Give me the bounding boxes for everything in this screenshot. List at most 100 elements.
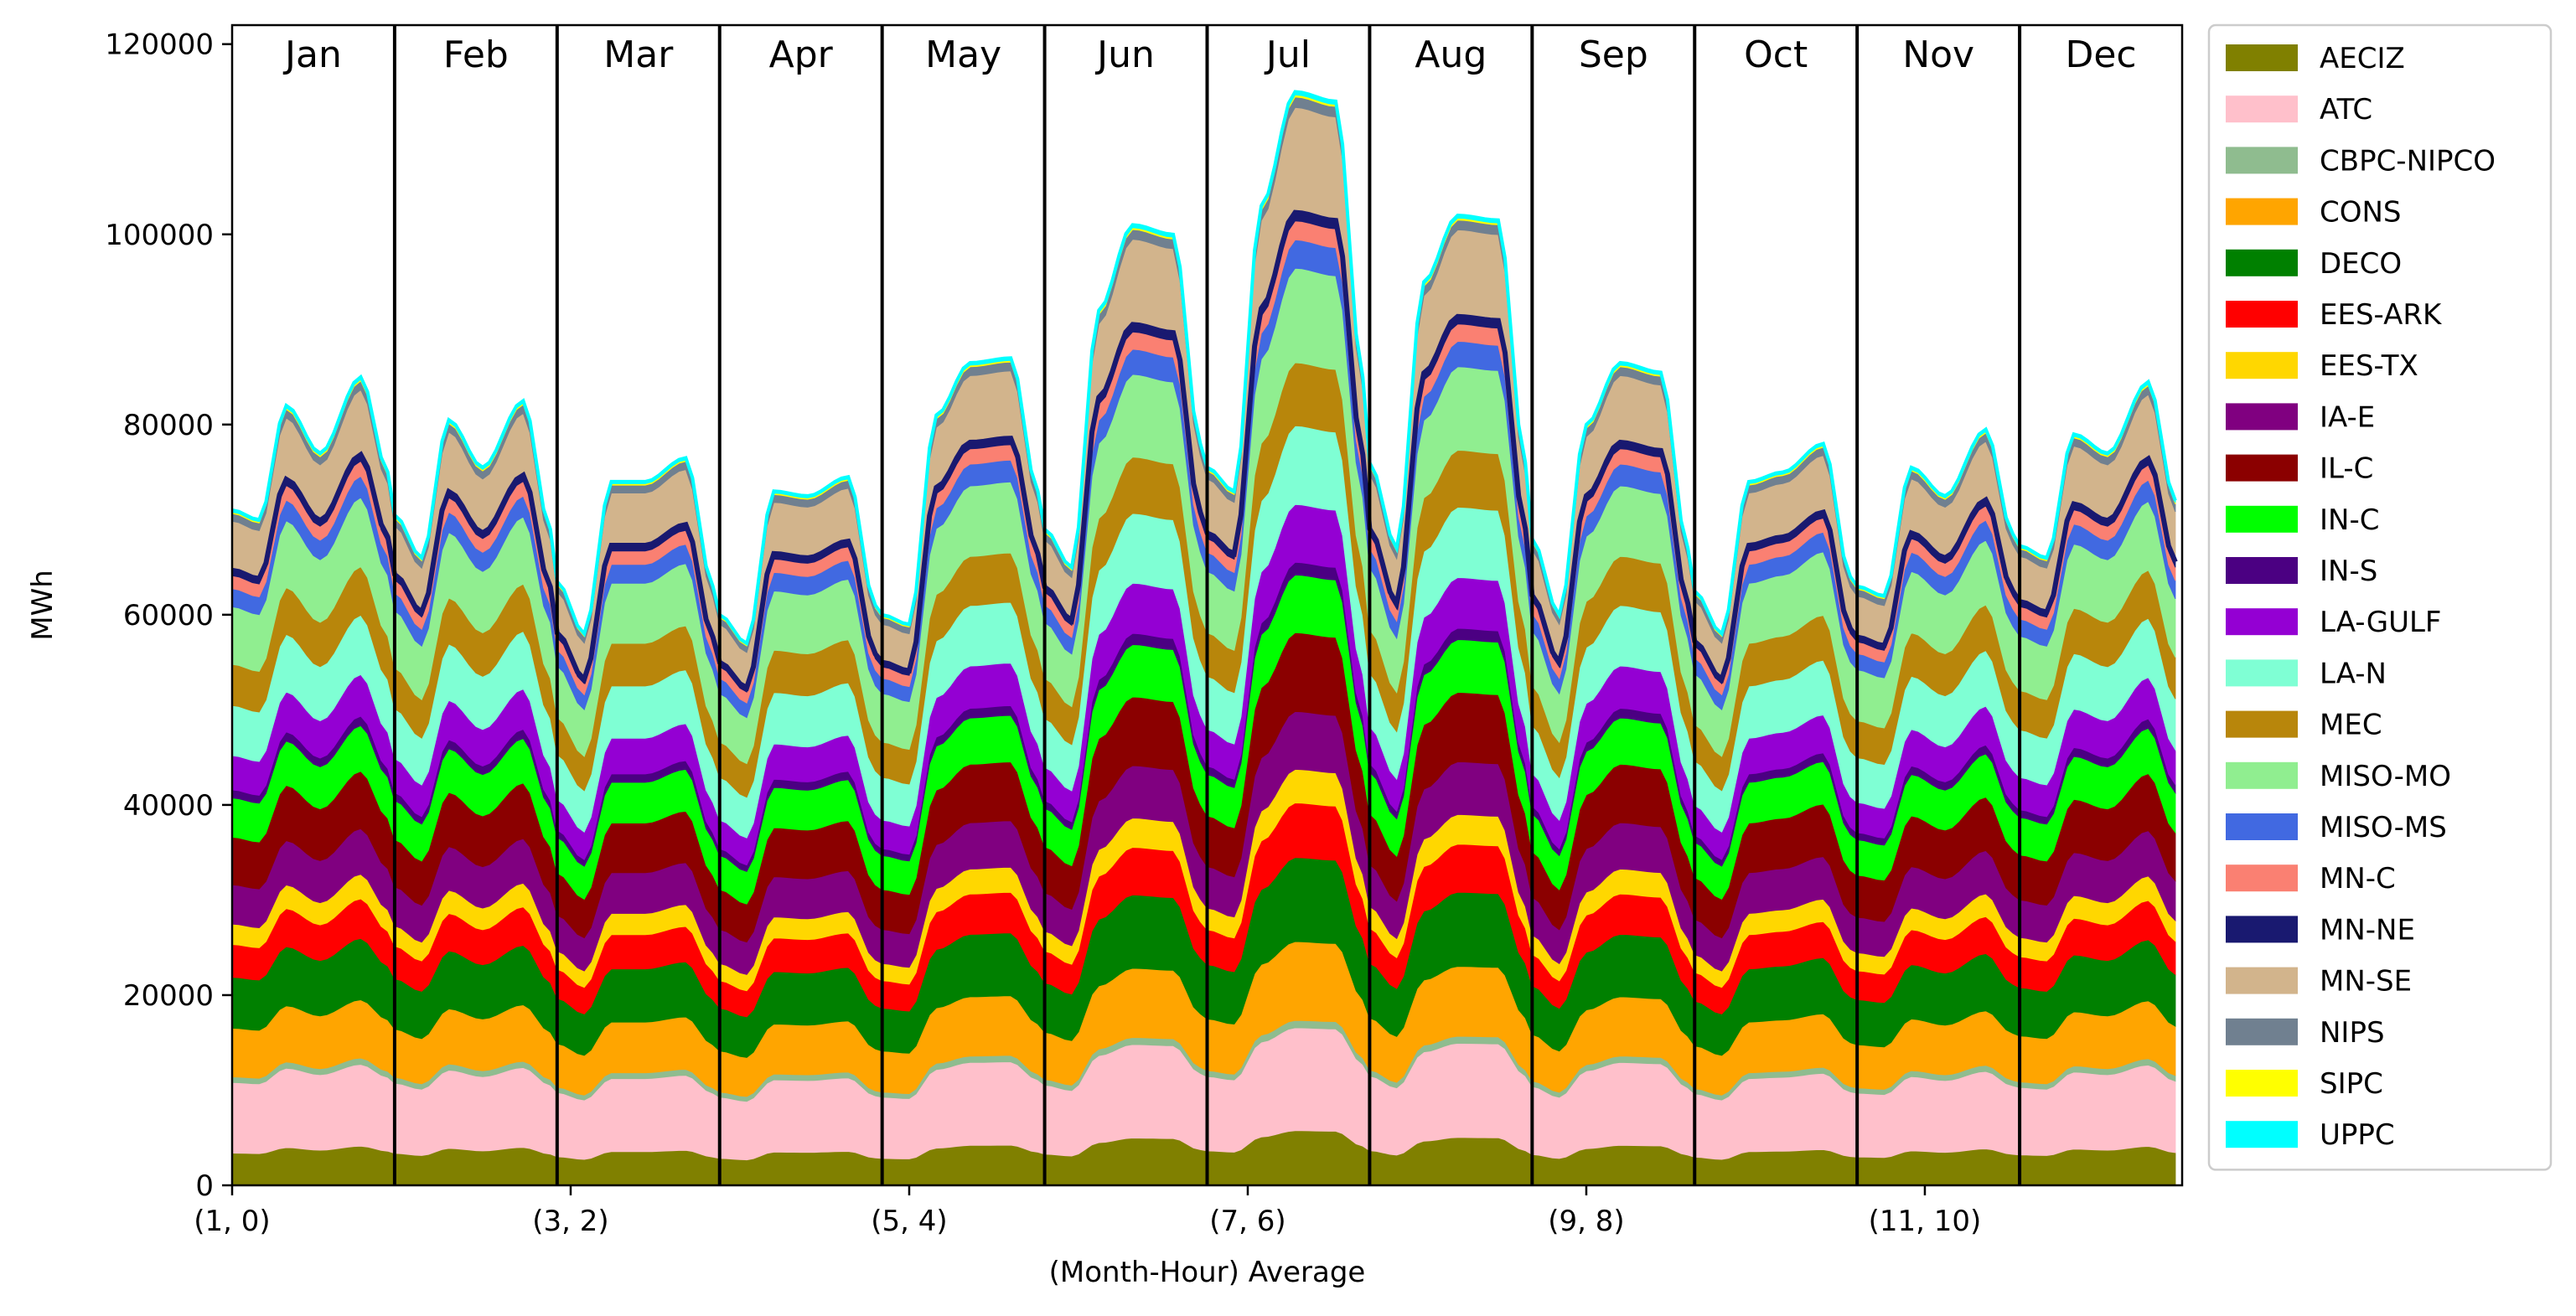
month-label-jan: Jan — [282, 34, 342, 76]
legend-label: LA-N — [2320, 657, 2387, 690]
legend-label: MN-SE — [2320, 965, 2412, 999]
legend-swatch — [2226, 864, 2298, 892]
x-tick-label: (11, 10) — [1869, 1205, 1982, 1238]
legend-label: EES-TX — [2320, 349, 2418, 383]
legend-label: IL-C — [2320, 452, 2373, 486]
y-tick-label: 20000 — [123, 979, 214, 1013]
legend-item-mn-c: MN-C — [2226, 862, 2396, 895]
month-label-may: May — [925, 34, 1001, 76]
legend-label: IN-S — [2320, 555, 2377, 588]
legend: AECIZ ATC CBPC-NIPCO CONS DECO EES-ARK EES-TX I… — [2207, 23, 2553, 1171]
legend-item-miso-ms: MISO-MS — [2226, 811, 2447, 844]
legend-label: IA-E — [2320, 400, 2375, 434]
area-layer — [231, 90, 2178, 1186]
plot-frame — [230, 23, 2184, 1187]
legend-item-in-s: IN-S — [2226, 555, 2377, 588]
legend-swatch — [2226, 403, 2298, 431]
month-label-oct: Oct — [1744, 34, 1808, 76]
month-label-feb: Feb — [443, 34, 509, 76]
legend-item-in-c: IN-C — [2226, 503, 2379, 537]
legend-swatch — [2226, 198, 2298, 225]
legend-label: SIPC — [2320, 1067, 2383, 1101]
month-label-jul: Jul — [1264, 34, 1311, 76]
legend-label: MISO-MO — [2320, 760, 2451, 793]
legend-swatch — [2226, 557, 2298, 584]
legend-item-nips: NIPS — [2226, 1016, 2385, 1050]
legend-swatch — [2226, 1018, 2298, 1045]
legend-swatch — [2226, 95, 2298, 123]
legend-item-mec: MEC — [2226, 709, 2382, 742]
month-label-nov: Nov — [1902, 34, 1974, 76]
legend-swatch — [2226, 147, 2298, 174]
legend-item-ees-ark: EES-ARK — [2226, 298, 2443, 332]
legend-swatch — [2226, 813, 2298, 840]
legend-item-mn-ne: MN-NE — [2226, 913, 2415, 947]
legend-label: NIPS — [2320, 1016, 2385, 1050]
y-tick-label: 60000 — [123, 599, 214, 632]
legend-label: LA-GULF — [2320, 606, 2441, 639]
legend-label: MN-NE — [2320, 913, 2415, 947]
legend-label: EES-ARK — [2320, 298, 2443, 332]
legend-label: AECIZ — [2320, 42, 2405, 75]
legend-swatch — [2226, 659, 2298, 687]
legend-item-uppc: UPPC — [2226, 1118, 2395, 1152]
x-tick-label: (7, 6) — [1209, 1205, 1285, 1238]
legend-swatch — [2226, 710, 2298, 738]
legend-swatch — [2226, 301, 2298, 328]
legend-label: UPPC — [2320, 1118, 2395, 1152]
legend-item-sipc: SIPC — [2226, 1067, 2383, 1101]
legend-swatch — [2226, 505, 2298, 533]
legend-swatch — [2226, 761, 2298, 789]
legend-item-mn-se: MN-SE — [2226, 965, 2412, 999]
legend-item-cbpc-nipco: CBPC-NIPCO — [2226, 144, 2496, 178]
legend-swatch — [2226, 352, 2298, 379]
month-label-mar: Mar — [603, 34, 674, 76]
legend-item-miso-mo: MISO-MO — [2226, 760, 2451, 793]
legend-swatch — [2226, 249, 2298, 276]
legend-item-atc: ATC — [2226, 93, 2372, 126]
legend-label: DECO — [2320, 247, 2402, 281]
y-axis: 0 20000 40000 60000 80000 100000 120000 — [105, 28, 232, 1203]
legend-item-cons: CONS — [2226, 196, 2402, 230]
legend-item-deco: DECO — [2226, 247, 2402, 281]
legend-swatch — [2226, 608, 2298, 636]
month-label-dec: Dec — [2065, 34, 2136, 76]
x-axis: (1, 0) (3, 2) (5, 4) (7, 6) (9, 8) (11, 10) — [194, 1185, 1981, 1238]
month-labels: Jan Feb Mar Apr May Jun Jul Aug Sep Oct Nov Dec — [282, 34, 2137, 76]
y-tick-label: 40000 — [123, 789, 214, 823]
legend-swatch — [2226, 1070, 2298, 1097]
y-tick-label: 0 — [195, 1169, 214, 1203]
legend-item-la-gulf: LA-GULF — [2226, 606, 2441, 639]
legend-item-la-n: LA-N — [2226, 657, 2387, 690]
x-axis-label: (Month-Hour) Average — [1049, 1256, 1366, 1289]
month-label-sep: Sep — [1579, 34, 1648, 76]
legend-label: CBPC-NIPCO — [2320, 144, 2496, 178]
legend-label: IN-C — [2320, 503, 2379, 537]
legend-item-ees-tx: EES-TX — [2226, 349, 2418, 383]
legend-swatch — [2226, 1121, 2298, 1148]
month-label-jun: Jun — [1094, 34, 1155, 76]
y-tick-label: 80000 — [123, 409, 214, 442]
month-dividers — [392, 25, 2022, 1185]
x-tick-label: (9, 8) — [1548, 1205, 1624, 1238]
x-tick-label: (1, 0) — [194, 1205, 270, 1238]
legend-item-il-c: IL-C — [2226, 452, 2373, 486]
legend-item-aeciz: AECIZ — [2226, 42, 2405, 75]
legend-label: CONS — [2320, 196, 2402, 230]
month-label-apr: Apr — [769, 34, 834, 76]
legend-label: ATC — [2320, 93, 2372, 126]
legend-label: MISO-MS — [2320, 811, 2447, 844]
month-label-aug: Aug — [1415, 34, 1487, 76]
y-tick-label: 120000 — [105, 28, 214, 62]
y-tick-label: 100000 — [105, 219, 214, 252]
x-tick-label: (3, 2) — [532, 1205, 608, 1238]
legend-swatch — [2226, 967, 2298, 994]
legend-item-ia-e: IA-E — [2226, 400, 2375, 434]
x-tick-label: (5, 4) — [871, 1205, 947, 1238]
legend-swatch — [2226, 44, 2298, 71]
legend-label: MN-C — [2320, 862, 2396, 895]
legend-swatch — [2226, 916, 2298, 943]
legend-swatch — [2226, 454, 2298, 482]
y-axis-label: MWh — [26, 570, 59, 641]
